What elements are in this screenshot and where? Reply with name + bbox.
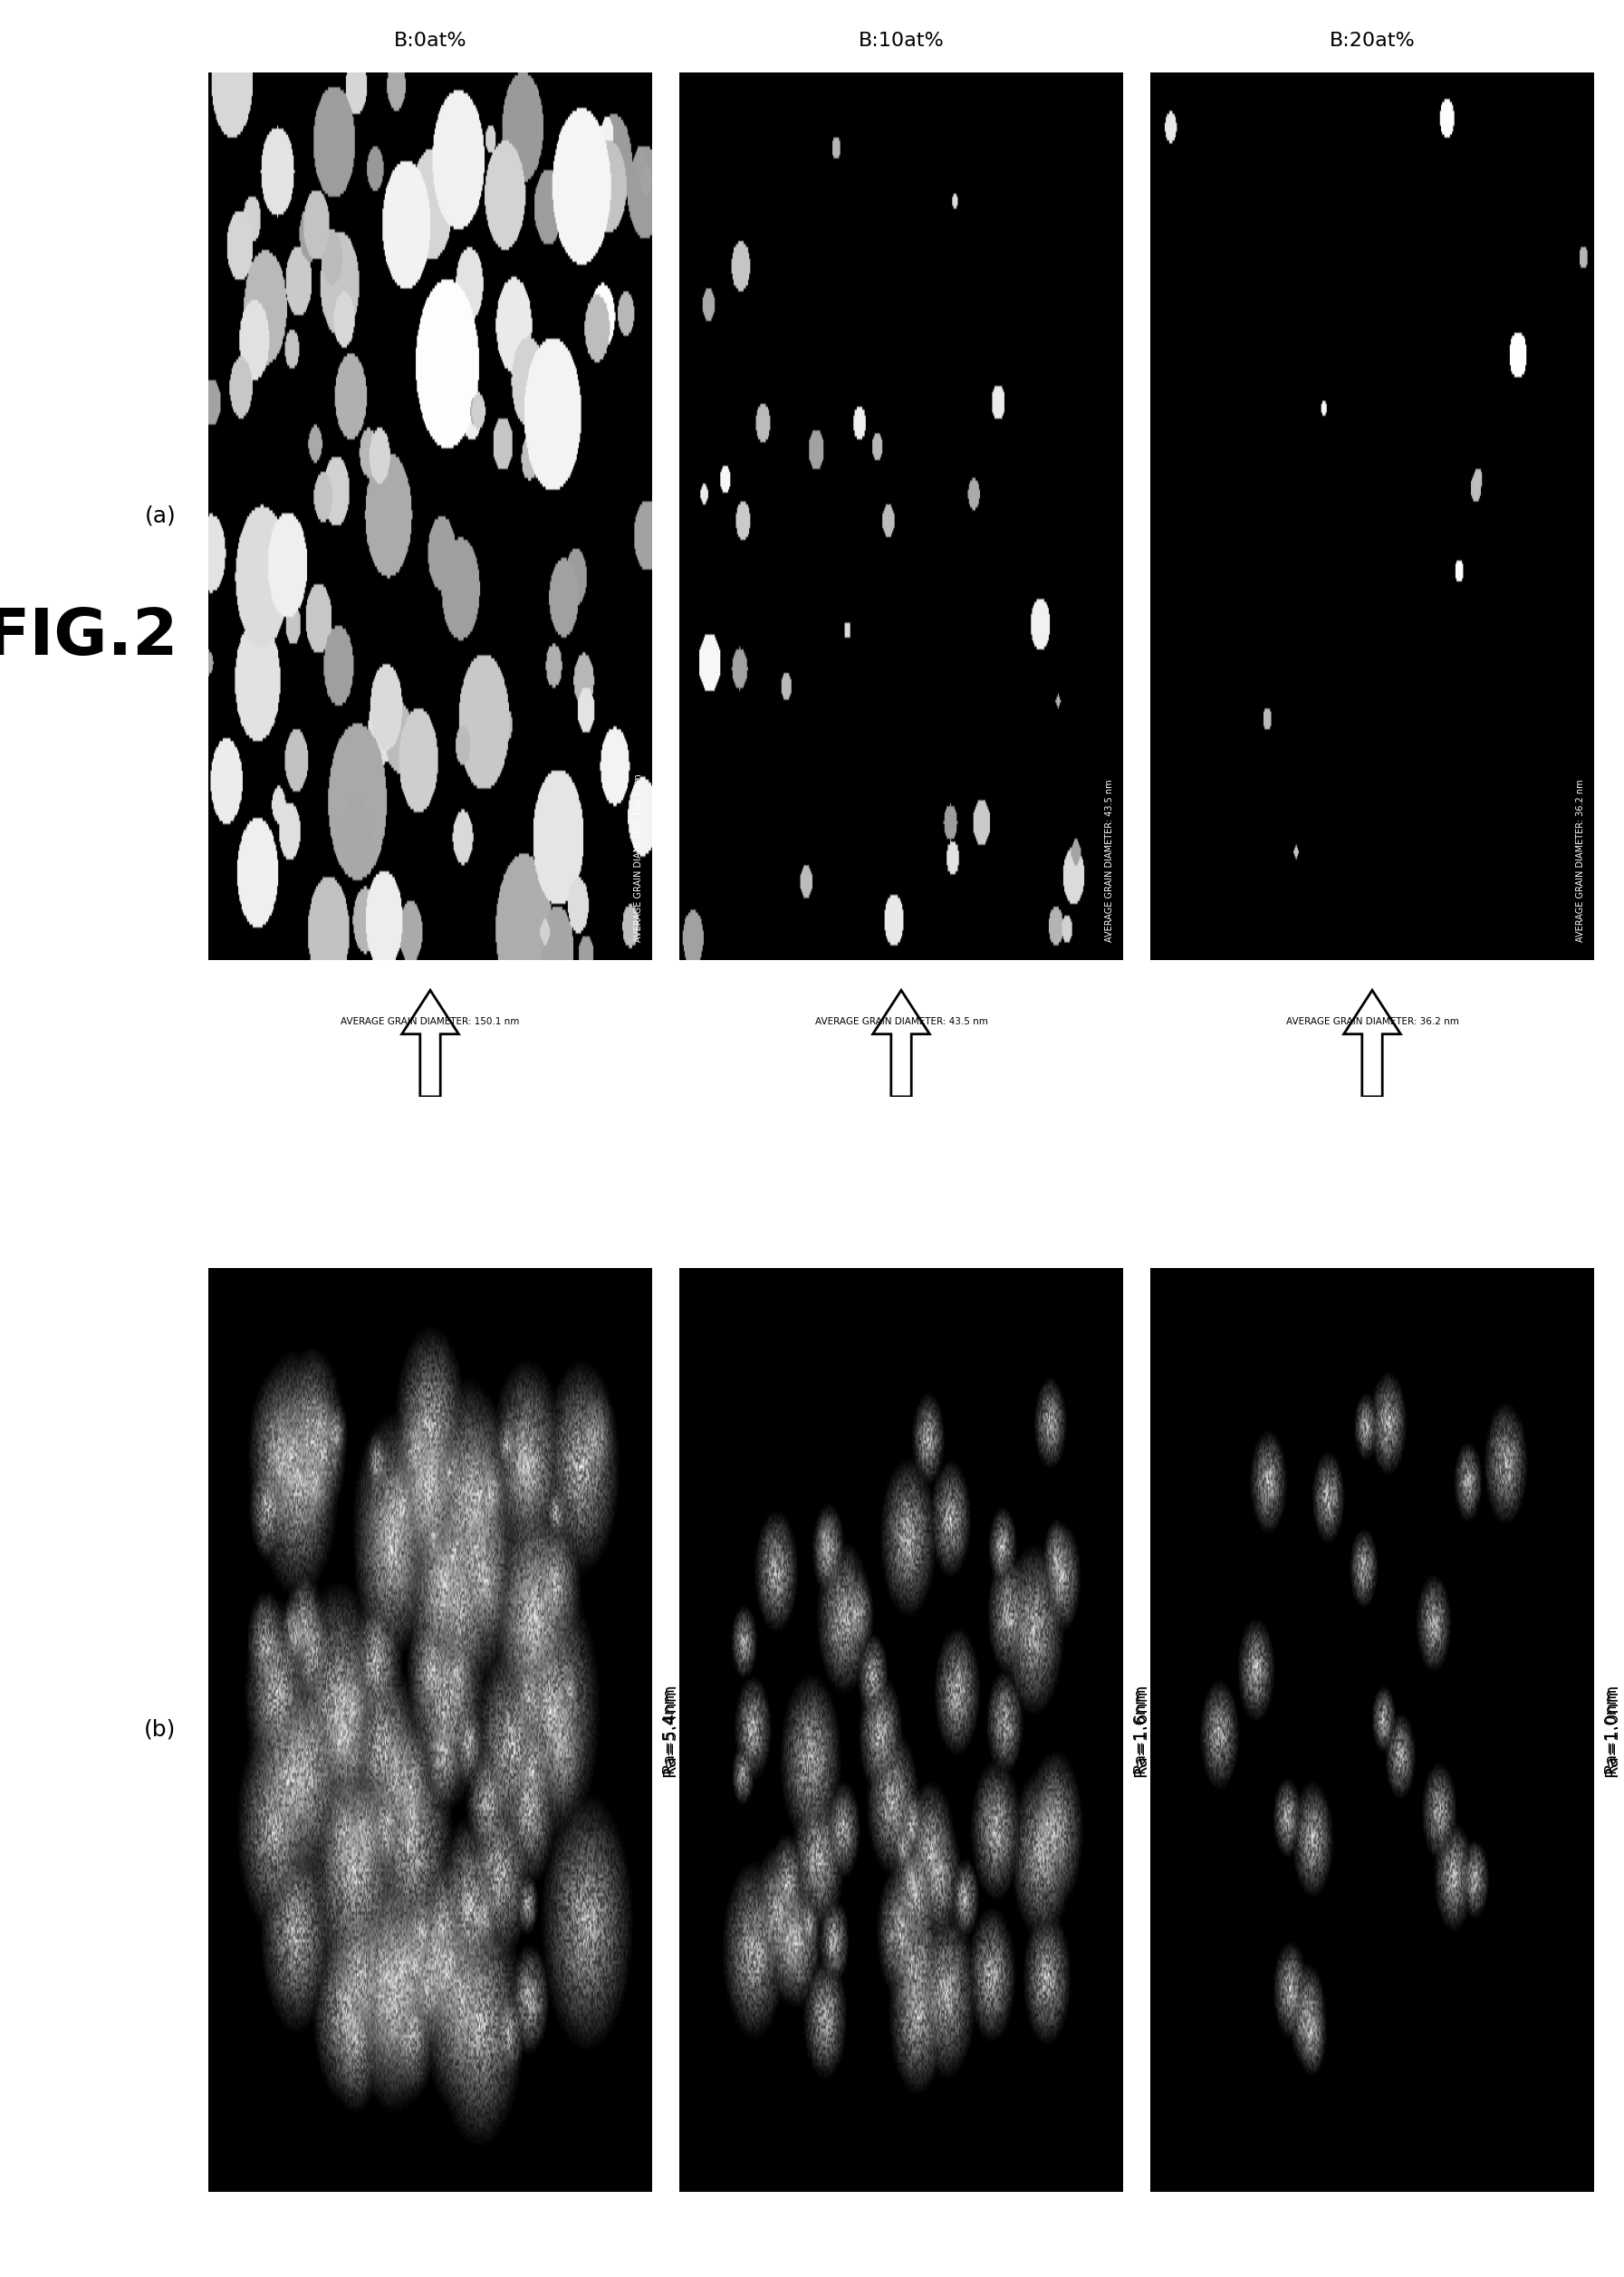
Text: Ra=5.4nm: Ra=5.4nm bbox=[661, 1683, 679, 1776]
FancyArrow shape bbox=[1343, 990, 1400, 1098]
Text: FIG.2: FIG.2 bbox=[0, 606, 179, 669]
Text: AVERAGE GRAIN DIAMETER: 150.1 nm: AVERAGE GRAIN DIAMETER: 150.1 nm bbox=[635, 774, 643, 943]
Text: (a): (a) bbox=[145, 505, 175, 528]
Text: AVERAGE GRAIN DIAMETER: 43.5 nm: AVERAGE GRAIN DIAMETER: 43.5 nm bbox=[815, 1018, 987, 1027]
Text: Ra=5.4nm: Ra=5.4nm bbox=[661, 1687, 677, 1774]
FancyArrow shape bbox=[401, 990, 458, 1098]
Text: Ra=1.6nm: Ra=1.6nm bbox=[1132, 1683, 1150, 1776]
Text: AVERAGE GRAIN DIAMETER: 36.2 nm: AVERAGE GRAIN DIAMETER: 36.2 nm bbox=[1286, 1018, 1458, 1027]
Text: (b): (b) bbox=[145, 1719, 175, 1742]
Text: AVERAGE GRAIN DIAMETER: 36.2 nm: AVERAGE GRAIN DIAMETER: 36.2 nm bbox=[1577, 779, 1585, 943]
Text: B:20at%: B:20at% bbox=[1330, 32, 1415, 50]
Text: Ra=1.0nm: Ra=1.0nm bbox=[1603, 1687, 1619, 1774]
Text: B:10at%: B:10at% bbox=[859, 32, 944, 50]
Text: AVERAGE GRAIN DIAMETER: 43.5 nm: AVERAGE GRAIN DIAMETER: 43.5 nm bbox=[1106, 779, 1114, 943]
FancyArrow shape bbox=[872, 990, 929, 1098]
Text: Ra=1.6nm: Ra=1.6nm bbox=[1132, 1687, 1148, 1774]
Text: Ra=1.0nm: Ra=1.0nm bbox=[1603, 1683, 1621, 1776]
Text: B:0at%: B:0at% bbox=[393, 32, 466, 50]
Text: AVERAGE GRAIN DIAMETER: 150.1 nm: AVERAGE GRAIN DIAMETER: 150.1 nm bbox=[341, 1018, 520, 1027]
